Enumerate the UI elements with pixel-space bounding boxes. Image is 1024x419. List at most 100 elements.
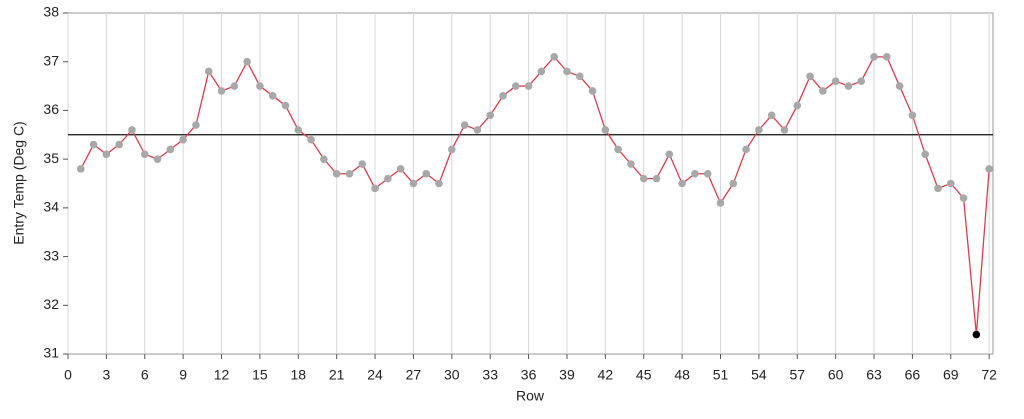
point xyxy=(678,179,686,188)
point xyxy=(563,67,571,76)
point xyxy=(204,67,213,76)
x-tick-label: 54 xyxy=(751,367,767,383)
x-tick-label: 6 xyxy=(141,367,149,383)
point xyxy=(140,150,149,159)
point xyxy=(819,87,827,95)
point xyxy=(665,150,674,159)
point xyxy=(332,169,341,178)
x-tick-label: 36 xyxy=(521,367,537,383)
x-tick-label: 39 xyxy=(559,367,575,383)
point xyxy=(780,126,789,134)
x-tick-label: 72 xyxy=(981,367,997,383)
point xyxy=(703,169,712,178)
point xyxy=(460,121,469,129)
point xyxy=(409,179,418,188)
point xyxy=(307,135,315,144)
highlighted-point xyxy=(972,330,981,339)
y-tick-label: 38 xyxy=(43,4,59,20)
point xyxy=(883,53,891,61)
point xyxy=(192,121,200,129)
point xyxy=(243,57,251,66)
point xyxy=(537,67,546,76)
point xyxy=(128,126,136,134)
y-tick-label: 35 xyxy=(43,150,59,166)
x-tick-label: 66 xyxy=(905,367,921,383)
x-tick-label: 69 xyxy=(943,367,959,383)
y-tick-label: 36 xyxy=(43,101,59,117)
y-tick-label: 34 xyxy=(43,199,59,215)
point xyxy=(729,179,738,188)
point xyxy=(102,150,111,159)
x-tick-label: 27 xyxy=(406,367,422,383)
point xyxy=(806,72,814,81)
point xyxy=(511,82,520,90)
point xyxy=(601,126,610,134)
point xyxy=(921,150,929,159)
plot-area xyxy=(67,12,994,355)
point xyxy=(755,126,763,134)
point xyxy=(691,169,699,178)
point xyxy=(716,199,725,207)
x-tick-label: 18 xyxy=(291,367,307,383)
point xyxy=(614,145,622,154)
point xyxy=(320,155,328,163)
point xyxy=(575,72,584,81)
y-axis-label: Entry Temp (Deg C) xyxy=(11,121,27,244)
x-axis-label: Row xyxy=(516,388,545,404)
point xyxy=(870,53,878,61)
point xyxy=(550,53,558,61)
point xyxy=(435,179,443,188)
point xyxy=(396,165,405,173)
point xyxy=(857,77,866,85)
point xyxy=(448,145,456,154)
point xyxy=(294,126,303,134)
point xyxy=(76,165,85,173)
point xyxy=(499,92,507,100)
y-tick-label: 37 xyxy=(43,52,59,68)
x-tick-label: 3 xyxy=(102,367,110,383)
point xyxy=(895,82,904,90)
point xyxy=(179,135,187,144)
x-tick-label: 63 xyxy=(866,367,882,383)
x-tick-label: 9 xyxy=(179,367,187,383)
point xyxy=(844,82,853,90)
point xyxy=(742,145,750,154)
x-tick-label: 21 xyxy=(329,367,345,383)
point xyxy=(256,82,264,90)
point xyxy=(639,174,648,183)
x-tick-label: 60 xyxy=(828,367,844,383)
y-tick-label: 33 xyxy=(43,247,59,263)
x-tick-label: 48 xyxy=(674,367,690,383)
point xyxy=(89,140,98,149)
point xyxy=(486,111,494,120)
x-tick-label: 33 xyxy=(482,367,498,383)
point xyxy=(358,160,367,168)
point xyxy=(281,101,290,110)
point xyxy=(908,111,917,120)
point xyxy=(268,92,277,100)
point xyxy=(652,174,661,183)
y-tick-label: 31 xyxy=(43,345,59,361)
point xyxy=(384,174,392,183)
point xyxy=(767,111,776,120)
x-tick-label: 42 xyxy=(598,367,614,383)
point xyxy=(985,165,993,173)
x-tick-label: 12 xyxy=(214,367,230,383)
point xyxy=(230,82,239,90)
y-tick-label: 32 xyxy=(43,296,59,312)
point xyxy=(934,184,942,193)
x-tick-label: 0 xyxy=(64,367,72,383)
point xyxy=(959,194,968,202)
point xyxy=(793,101,802,110)
point xyxy=(627,160,635,168)
point xyxy=(831,77,840,85)
point xyxy=(371,184,379,193)
x-tick-label: 45 xyxy=(636,367,652,383)
point xyxy=(588,87,597,95)
x-tick-label: 51 xyxy=(713,367,729,383)
x-tick-label: 57 xyxy=(789,367,805,383)
point xyxy=(473,126,482,134)
point xyxy=(153,155,162,163)
point xyxy=(115,140,123,149)
